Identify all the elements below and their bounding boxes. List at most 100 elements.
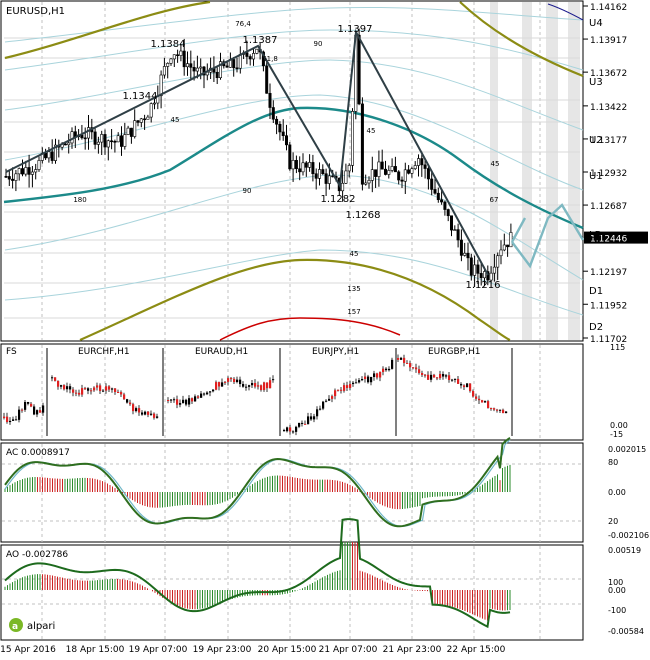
candle-body [245, 52, 249, 57]
fs-body [245, 386, 248, 388]
fs-body [286, 427, 289, 432]
fs-body [257, 385, 260, 387]
fs-body [212, 389, 215, 392]
candle-body [215, 71, 219, 79]
forecast-zone [568, 2, 580, 340]
ao-label: AO -0.002786 [6, 550, 68, 560]
fs-body [283, 430, 286, 432]
candle-body [400, 179, 404, 182]
candle-body [278, 123, 282, 133]
symbol-title: EURUSD,H1 [6, 6, 65, 17]
fib-annotation: 76,4 [235, 20, 251, 28]
candle-body [357, 34, 361, 105]
fs-body [51, 377, 54, 379]
fs-body [75, 392, 78, 394]
candle-body [364, 182, 368, 185]
fs-body [87, 388, 90, 391]
olive-upper-band-right [459, 1, 584, 78]
candle-body [324, 173, 328, 184]
fs-body [105, 386, 108, 391]
ac-pane[interactable] [0, 442, 584, 543]
fs-body [153, 413, 156, 418]
fs-body [66, 386, 69, 390]
fs-body [385, 368, 388, 371]
candle-body [496, 255, 500, 268]
fs-body [310, 416, 313, 420]
fs-body [185, 399, 188, 405]
candle-body [123, 134, 127, 147]
fs-symbol-eurgbp: EURGBP,H1 [428, 347, 480, 357]
candle-body [129, 127, 133, 137]
fs-body [466, 383, 469, 388]
candle-body [499, 249, 503, 257]
candle-body [14, 173, 18, 181]
fs-body [54, 377, 57, 381]
candle-body [423, 164, 427, 169]
fs-body [197, 396, 200, 398]
candle-body [275, 118, 279, 125]
fs-body [269, 380, 272, 389]
fs-symbol-eurjpy: EURJPY,H1 [312, 347, 359, 357]
fs-body [141, 412, 144, 415]
fs-body [439, 374, 442, 379]
fs-body [361, 379, 364, 381]
fs-body [367, 376, 370, 383]
candle-body [146, 116, 150, 120]
fs-body [487, 401, 490, 409]
ao-pane[interactable] [0, 544, 584, 641]
blue-top-band [547, 3, 584, 21]
fs-body [239, 379, 242, 385]
fs-body [343, 385, 346, 391]
candle-body [44, 152, 48, 159]
ao-axis-label: 0.00519 [608, 546, 641, 555]
fs-body [499, 409, 502, 411]
candle-body [268, 93, 272, 108]
fs-body [391, 359, 394, 369]
fs-body [150, 413, 153, 415]
candle-body [238, 54, 242, 69]
fs-body [409, 363, 412, 368]
fs-body [430, 374, 433, 380]
candle-body [126, 127, 130, 135]
candle-body [397, 171, 401, 181]
wave-line [5, 28, 489, 276]
fs-body [475, 396, 478, 399]
candle-body [393, 166, 397, 173]
fib-annotation: 45 [491, 160, 500, 168]
fs-body [114, 388, 117, 392]
fs-body [179, 403, 182, 405]
fs-body [307, 416, 310, 425]
candle-body [100, 134, 104, 143]
teal-moving-average [3, 106, 584, 230]
ao-histogram [2, 518, 582, 629]
candle-body [374, 169, 378, 177]
fs-body [331, 396, 334, 399]
candle-body [476, 264, 480, 274]
envelope-band [4, 94, 584, 191]
fs-body [30, 403, 33, 407]
ac-axis-label: 80 [608, 458, 618, 467]
fs-body [266, 382, 269, 389]
price-candles [4, 28, 513, 288]
candle-body [308, 162, 312, 168]
ac-axis-label: 0.00 [608, 488, 626, 497]
level-label-d2: D2 [589, 322, 603, 333]
current-price-label: 1.12446 [590, 235, 627, 245]
fs-body [349, 384, 352, 388]
fs-body [328, 398, 331, 401]
fs-label: FS [6, 347, 17, 357]
fs-body [490, 408, 493, 410]
svg-text:a: a [12, 622, 18, 632]
candle-body [47, 151, 51, 159]
candle-body [341, 182, 345, 192]
candle-body [443, 201, 447, 210]
fs-body [505, 411, 508, 414]
fs-body [313, 416, 316, 420]
candle-body [509, 232, 513, 248]
forecast-zone [546, 2, 558, 340]
candle-body [4, 176, 8, 178]
candle-body [370, 169, 374, 181]
fs-axis-label: 115 [610, 343, 625, 352]
fs-body [144, 411, 147, 415]
fs-pane[interactable] [0, 343, 584, 441]
